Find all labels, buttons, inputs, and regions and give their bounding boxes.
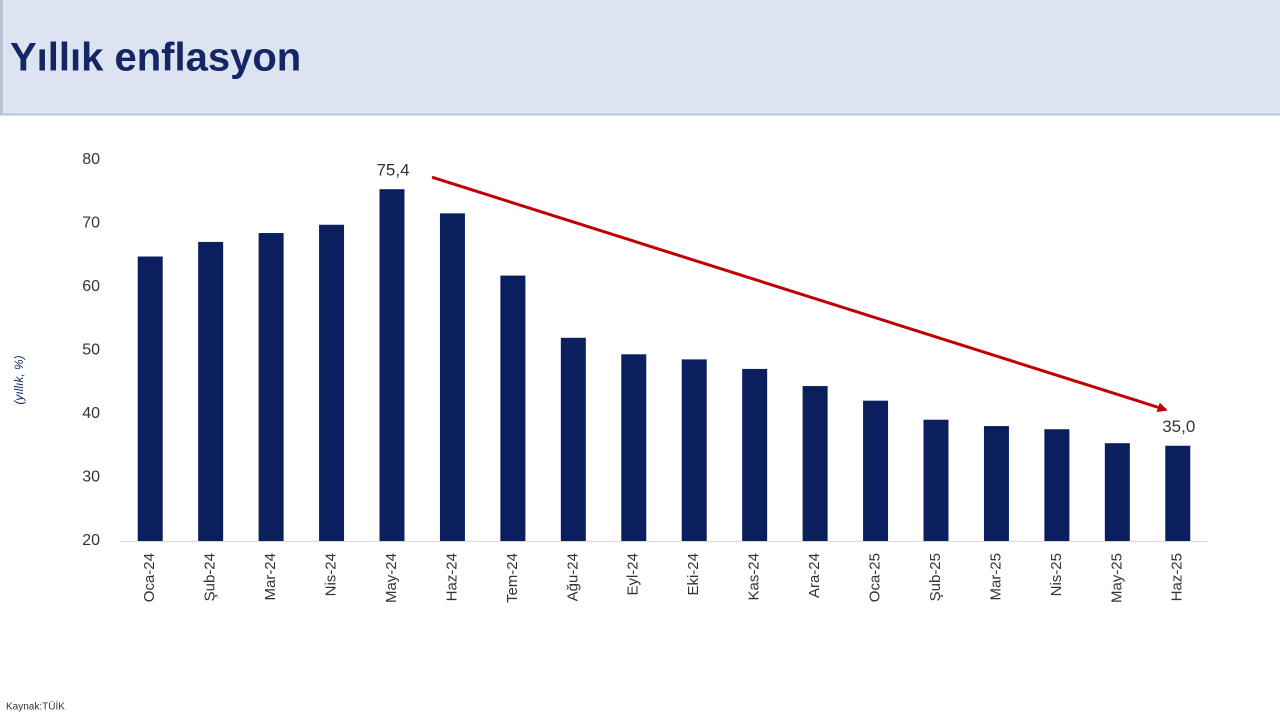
- x-tick-label: Nis-25: [1048, 553, 1065, 596]
- x-tick-label: Nis-24: [323, 553, 340, 596]
- x-tick-label: Kas-24: [746, 553, 763, 601]
- y-axis-label: (yıllık, %): [12, 355, 26, 404]
- bar: [742, 368, 768, 541]
- x-tick-label: Şub-25: [927, 553, 944, 601]
- y-tick-label: 80: [82, 151, 100, 168]
- x-tick-label: Haz-24: [443, 553, 460, 601]
- x-tick-label: Eyl-24: [625, 553, 642, 596]
- y-tick-label: 40: [82, 405, 100, 422]
- trend-arrow: [431, 175, 1168, 413]
- bar: [983, 426, 1009, 541]
- x-tick-label: May-25: [1108, 553, 1125, 603]
- bar: [137, 256, 163, 541]
- bar: [560, 337, 586, 541]
- chart-title: Yıllık enflasyon: [10, 36, 301, 80]
- bar: [198, 241, 224, 542]
- x-tick-label: Ağu-24: [564, 553, 581, 601]
- header-edge: [0, 0, 3, 114]
- bar: [1104, 443, 1130, 541]
- x-tick-label: Şub-24: [202, 553, 219, 601]
- header-band: [0, 0, 1280, 114]
- y-tick-label: 30: [82, 469, 100, 486]
- bar: [1044, 429, 1070, 541]
- x-tick-label: Oca-25: [867, 553, 884, 602]
- value-label: 75,4: [376, 161, 409, 180]
- bar: [863, 400, 889, 541]
- x-tick-label: Eki-24: [685, 553, 702, 596]
- y-tick-label: 60: [82, 278, 100, 295]
- x-tick-label: Mar-25: [987, 553, 1004, 601]
- bar: [439, 213, 465, 541]
- x-tick-label: Mar-24: [262, 553, 279, 601]
- bar: [802, 386, 828, 541]
- bar: [621, 354, 647, 541]
- x-tick-label: Haz-25: [1169, 553, 1186, 601]
- value-label: 35,0: [1162, 417, 1195, 436]
- y-tick-label: 20: [82, 532, 100, 549]
- bar: [1165, 445, 1191, 541]
- bar: [379, 189, 405, 541]
- bar: [500, 275, 526, 541]
- bar: [923, 419, 949, 541]
- x-tick-label: Ara-24: [806, 553, 823, 598]
- x-tick-label: May-24: [383, 553, 400, 603]
- bar: [681, 359, 707, 541]
- bar: [258, 233, 284, 541]
- x-tick-label: Oca-24: [141, 553, 158, 602]
- x-tick-label: Tem-24: [504, 553, 521, 603]
- source: Kaynak:TÜİK: [6, 700, 65, 713]
- bar: [319, 224, 345, 541]
- y-tick-label: 70: [82, 215, 100, 232]
- y-tick-label: 50: [82, 342, 100, 359]
